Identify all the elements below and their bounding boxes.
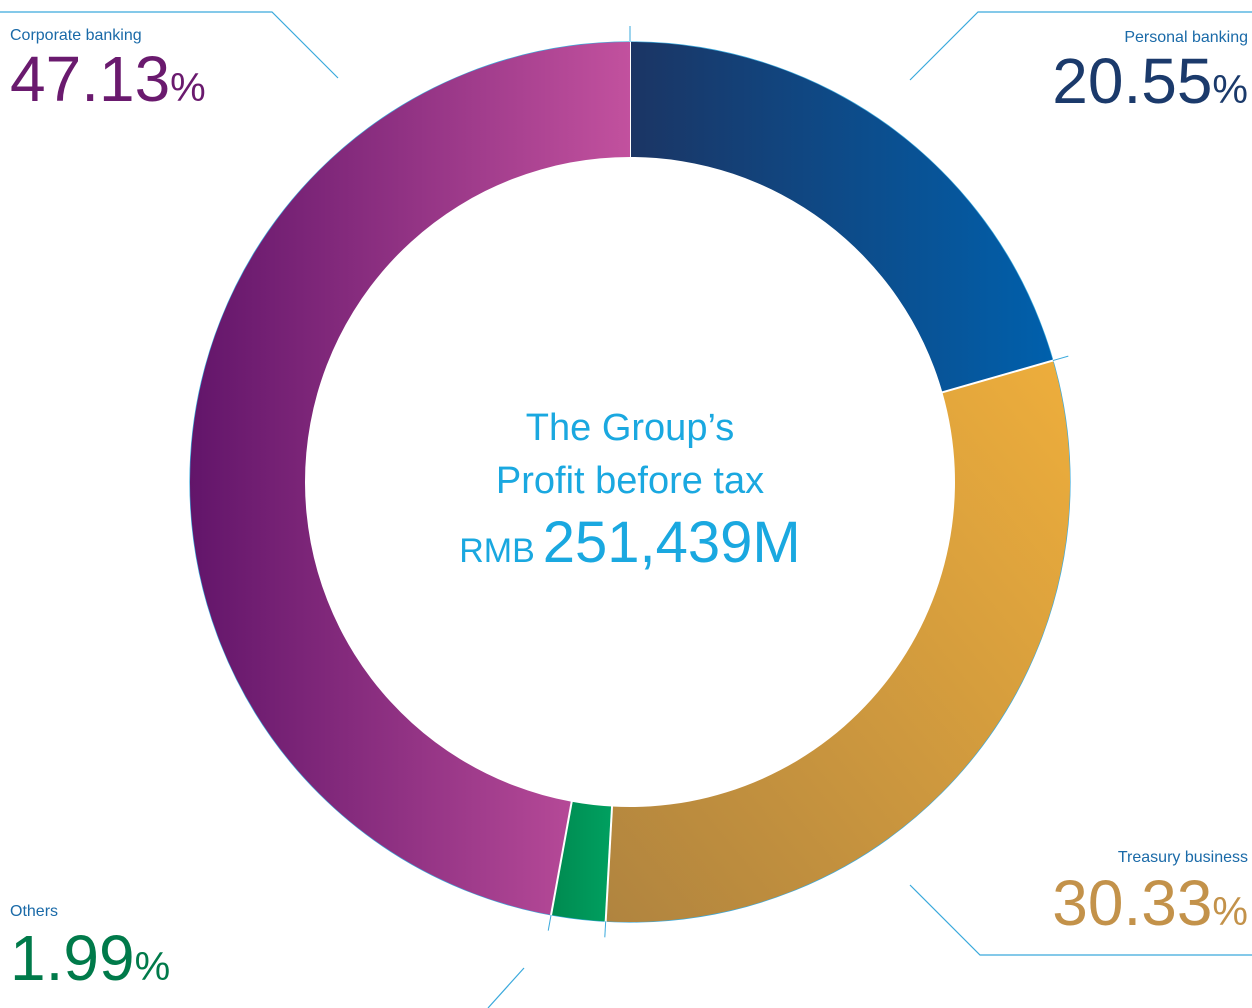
value-label: 30.33% [1052, 867, 1248, 939]
leader-line [909, 884, 1252, 956]
unit: % [1212, 68, 1248, 112]
category-label: Others [10, 903, 58, 920]
leader-line [0, 11, 339, 79]
category-label: Treasury business [1118, 849, 1248, 866]
separator [604, 801, 614, 926]
value: 30.33 [1052, 867, 1212, 939]
category-label: Personal banking [1124, 29, 1248, 46]
category-label: Corporate banking [10, 27, 142, 44]
center-text: Profit before tax [496, 460, 764, 502]
unit: % [135, 945, 171, 989]
unit: % [1212, 890, 1248, 934]
value-label: 20.55% [1052, 45, 1248, 117]
leader-line [909, 11, 1252, 81]
segments [189, 26, 1070, 938]
value-label: 1.99% [10, 922, 170, 994]
segment [605, 360, 1070, 923]
segment [630, 42, 1053, 393]
separator-tick [1052, 355, 1069, 362]
segment [189, 42, 631, 915]
value-label: 47.13% [10, 43, 206, 115]
separator-tick [547, 914, 552, 931]
leader-line [487, 967, 525, 1008]
separator [937, 358, 1058, 395]
value: 47.13 [10, 43, 170, 115]
unit: % [170, 66, 206, 110]
center-text: The Group’s [526, 407, 734, 449]
separator [549, 796, 574, 919]
total: 251,439M [543, 510, 801, 575]
separator-tick [604, 921, 607, 938]
center-total: RMB 251,439M [459, 510, 801, 575]
total-prefix: RMB [459, 532, 535, 570]
value: 20.55 [1052, 45, 1212, 117]
value: 1.99 [10, 922, 135, 994]
